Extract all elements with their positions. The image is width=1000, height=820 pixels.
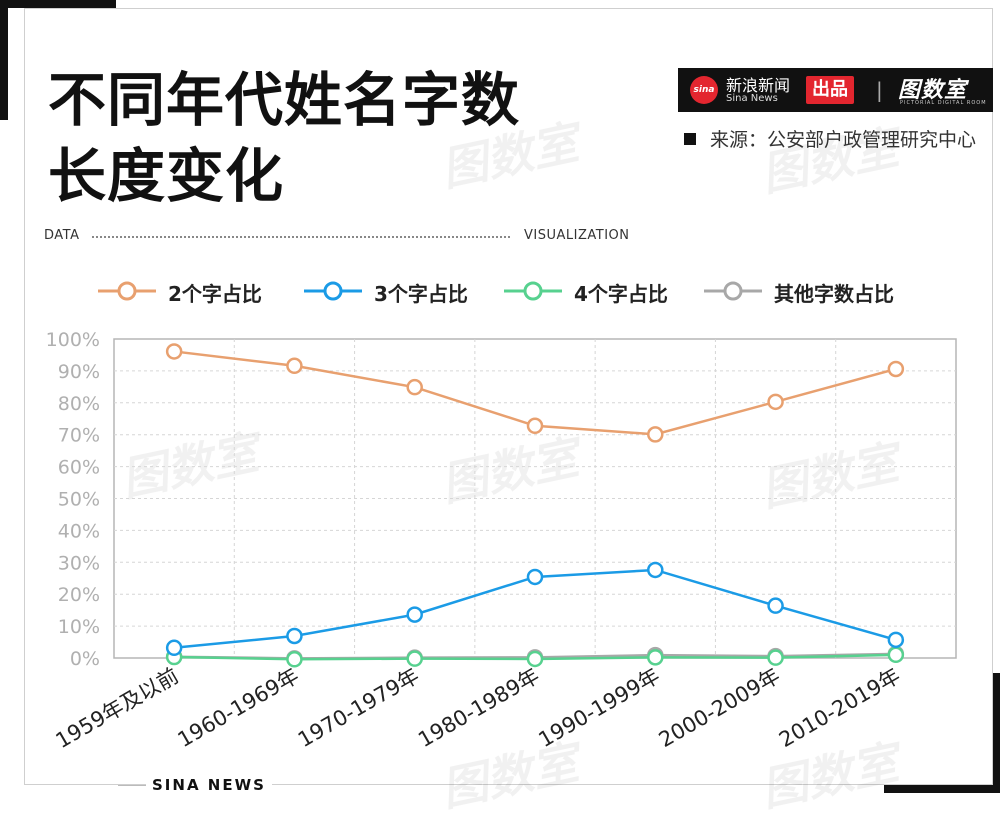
- y-tick-label: 70%: [58, 425, 100, 447]
- y-tick-label: 0%: [70, 648, 100, 670]
- x-tick-label: 1960-1969年: [174, 664, 303, 753]
- source-text: 来源：公安部户政管理研究中心: [710, 129, 977, 151]
- y-tick-label: 60%: [58, 457, 100, 479]
- data-point: [647, 649, 664, 666]
- legend-line-circle-icon: [504, 281, 562, 301]
- data-point: [286, 357, 303, 375]
- bottom-right-corner-mark-vertical: [992, 673, 1000, 793]
- header-visualization-label: VISUALIZATION: [524, 228, 630, 243]
- source-note: 来源：公安部户政管理研究中心: [684, 126, 989, 154]
- pictorial-digital-room-subtitle: PICTORIAL DIGITAL ROOM: [900, 100, 987, 106]
- data-point: [526, 568, 544, 586]
- data-point: [286, 627, 303, 645]
- x-tick-label: 2000-2009年: [655, 664, 784, 753]
- brand-badge: 出品: [806, 76, 854, 104]
- data-point: [526, 650, 544, 668]
- data-point: [767, 393, 784, 411]
- legend-label: 其他字数占比: [774, 282, 894, 306]
- legend-label: 2个字占比: [168, 282, 262, 306]
- data-point: [165, 343, 183, 360]
- data-point: [406, 606, 423, 623]
- legend-label: 4个字占比: [574, 282, 668, 306]
- page-title-line-1: 不同年代姓名字数: [48, 66, 521, 134]
- bottom-right-corner-mark: [884, 785, 1000, 793]
- legend-label: 3个字占比: [374, 282, 468, 306]
- x-tick-label: 1980-1989年: [414, 664, 543, 753]
- header-data-label: DATA: [44, 228, 80, 243]
- data-point: [647, 561, 664, 579]
- page-title-line-2: 长度变化: [48, 142, 285, 210]
- frame-border: [24, 8, 993, 785]
- data-point: [767, 649, 784, 666]
- y-tick-label: 30%: [58, 552, 100, 574]
- page-title: 不同年代姓名字数 长度变化: [48, 62, 520, 214]
- top-left-corner-mark: [0, 0, 116, 8]
- y-tick-label: 20%: [58, 584, 100, 606]
- brand-bar: sina 新浪新闻 Sina News 出品 | 图数室 PICTORIAL D…: [678, 68, 993, 112]
- y-tick-label: 100%: [46, 329, 100, 351]
- data-point: [887, 631, 905, 649]
- data-point: [887, 646, 905, 664]
- brand-name-cn: 新浪新闻: [726, 76, 791, 95]
- legend-line-circle-icon: [98, 281, 156, 301]
- x-tick-label: 2010-2019年: [775, 664, 904, 753]
- data-point: [526, 417, 544, 435]
- data-point: [406, 378, 423, 396]
- data-point: [647, 426, 664, 443]
- data-point: [286, 651, 303, 668]
- footer-brand: SINA NEWS: [146, 776, 272, 794]
- legend-line-circle-icon: [704, 281, 762, 301]
- line-chart: 0% 10% 20% 30% 40% 50% 60% 70% 80% 90% 100% 1959年及以…: [46, 329, 957, 754]
- data-point: [767, 597, 784, 614]
- y-tick-label: 10%: [58, 616, 100, 638]
- brand-name-en: Sina News: [726, 93, 778, 104]
- data-point: [406, 650, 423, 667]
- data-point: [165, 639, 183, 657]
- dotted-divider: [92, 236, 510, 238]
- y-tick-label: 50%: [58, 489, 100, 511]
- x-tick-label: 1990-1999年: [534, 664, 663, 753]
- y-tick-label: 90%: [58, 361, 100, 383]
- sina-logo-icon: sina: [690, 76, 718, 104]
- legend-line-circle-icon: [304, 281, 362, 301]
- top-left-corner-mark-vertical: [0, 0, 8, 120]
- square-bullet-icon: [684, 133, 696, 145]
- data-point: [887, 360, 905, 378]
- pictorial-digital-room-logo: 图数室: [898, 78, 968, 103]
- x-tick-label: 1959年及以前: [52, 664, 183, 754]
- brand-divider: |: [876, 78, 883, 102]
- x-tick-label: 1970-1979年: [294, 664, 423, 753]
- y-tick-label: 40%: [58, 520, 100, 542]
- y-tick-label: 80%: [58, 393, 100, 415]
